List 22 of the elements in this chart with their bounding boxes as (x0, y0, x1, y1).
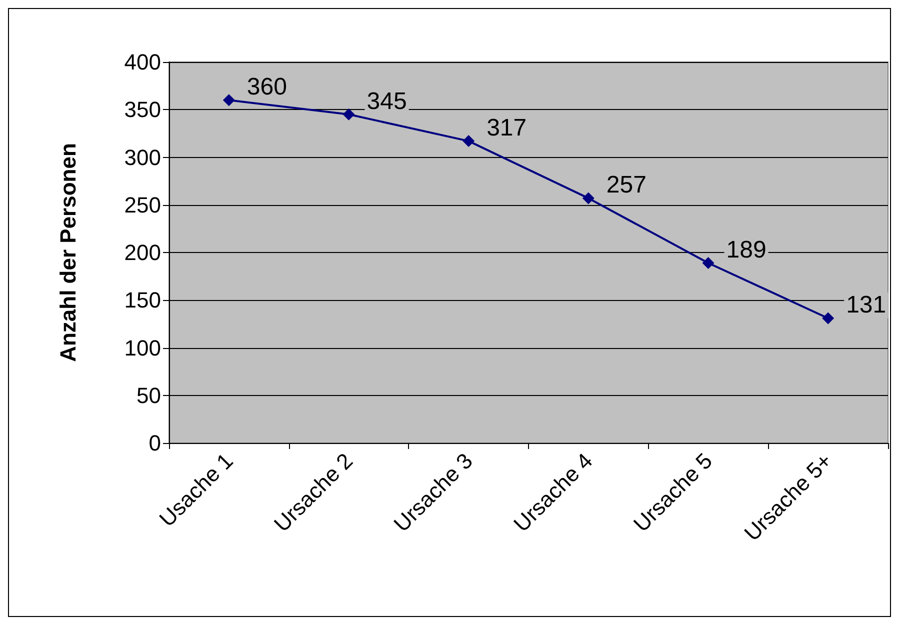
y-tick-label: 250 (124, 192, 161, 218)
y-tick-label: 0 (148, 430, 161, 456)
data-label: 317 (486, 114, 527, 142)
data-label: 345 (366, 88, 407, 115)
data-label: 189 (726, 236, 766, 264)
point (582, 192, 594, 204)
data-label: 257 (606, 172, 646, 199)
data-label: 360 (246, 74, 287, 101)
point (342, 108, 355, 120)
y-tick-label: 300 (124, 144, 161, 170)
point (822, 312, 834, 324)
y-tick-label: 350 (124, 97, 161, 122)
point (222, 94, 235, 106)
y-tick-label: 50 (136, 382, 161, 408)
point (462, 135, 475, 148)
y-tick-label: 100 (124, 335, 161, 360)
y-tick-label: 150 (124, 288, 161, 313)
y-axis-title: Anzahl der Personen (56, 143, 80, 362)
y-tick-label: 400 (124, 50, 161, 74)
data-label: 131 (846, 292, 886, 319)
point (702, 256, 714, 269)
y-tick-label: 200 (124, 240, 161, 265)
